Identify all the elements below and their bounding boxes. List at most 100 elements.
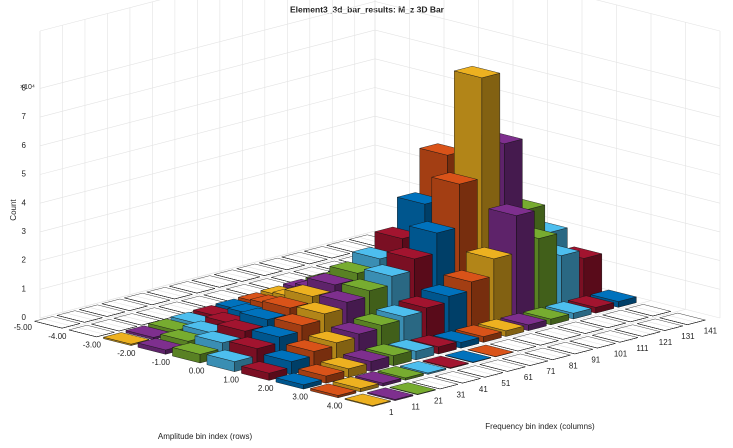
bar-top <box>79 304 126 317</box>
y-tick-label: 131 <box>681 332 695 341</box>
y-tick-label: 71 <box>546 367 555 376</box>
z-tick-label: 1 <box>22 284 27 293</box>
grid-line <box>39 173 376 261</box>
z-tick-label: 5 <box>22 170 27 179</box>
bar-top <box>124 292 171 306</box>
y-tick-label: 31 <box>456 391 465 400</box>
z-tick-label: 7 <box>22 112 27 121</box>
bar-top <box>172 342 219 355</box>
z-tick-label: 4 <box>22 198 27 207</box>
y-tick-label: 81 <box>569 361 578 370</box>
y-tick-label: 61 <box>524 373 533 382</box>
bar-top <box>229 336 276 349</box>
y-tick-label: 51 <box>501 379 510 388</box>
bar-top <box>568 295 614 308</box>
x-tick-label: 0.00 <box>189 367 205 376</box>
bar-top <box>91 319 138 332</box>
bar-top <box>377 366 424 379</box>
bar-top <box>409 221 455 234</box>
bar-top <box>217 319 264 332</box>
grid-line <box>39 230 376 319</box>
bar-top <box>169 281 215 294</box>
bar-top <box>341 278 388 291</box>
bar-top <box>659 312 706 325</box>
grid-line <box>39 202 376 290</box>
z-axis-label: Count <box>9 199 18 221</box>
bar-top <box>431 172 478 185</box>
bar-top <box>457 365 504 378</box>
bar-top <box>263 349 310 362</box>
bar-side <box>493 253 513 323</box>
bar-top <box>580 315 626 328</box>
grid-line <box>39 115 376 204</box>
y-tick-label: 91 <box>591 356 600 365</box>
bar-top <box>367 387 414 400</box>
bar-top <box>251 325 298 338</box>
bar-top <box>454 65 500 79</box>
bar-top <box>206 349 253 362</box>
bar-top <box>332 376 379 389</box>
bar-top <box>275 372 322 385</box>
grid-line <box>39 58 376 147</box>
x-tick-label: -2.00 <box>117 349 136 358</box>
z-tick-label: 0 <box>22 313 27 322</box>
y-tick-label: 101 <box>614 350 628 359</box>
bar-side <box>516 210 535 317</box>
bar-top <box>434 371 481 384</box>
x-tick-label: 1.00 <box>223 375 239 384</box>
bar-top <box>355 371 402 384</box>
bar-top <box>466 246 512 260</box>
bar-top <box>310 383 357 396</box>
bar-top <box>319 290 366 303</box>
bar-top <box>421 284 467 297</box>
bar-top <box>214 269 260 282</box>
bar-top <box>101 298 148 311</box>
grid-line <box>39 144 376 233</box>
grid-line <box>39 87 376 175</box>
bar-top <box>194 330 241 343</box>
z-exponent: ×10⁴ <box>20 84 35 91</box>
bar-top <box>455 324 502 337</box>
x-axis-label: Amplitude bin index (rows) <box>158 432 253 441</box>
box-edge <box>595 0 721 32</box>
bar-top <box>344 393 391 406</box>
bar-top <box>308 330 355 343</box>
bar-top <box>376 304 422 317</box>
bar-top <box>445 350 491 363</box>
bar-top <box>524 347 571 360</box>
bar-top <box>239 307 286 320</box>
bar-top <box>490 339 536 352</box>
bar-top <box>236 263 283 276</box>
bar-top <box>523 307 569 320</box>
bar-top <box>304 246 350 259</box>
bar-top <box>398 296 445 309</box>
x-tick-label: -1.00 <box>152 358 171 367</box>
bar-top <box>479 359 526 372</box>
z-tick-label: 6 <box>22 141 27 150</box>
bar-side <box>471 276 490 329</box>
y-tick-label: 41 <box>479 385 488 394</box>
bar-top <box>103 332 150 345</box>
bar-top <box>500 313 547 326</box>
bar-top <box>389 382 436 395</box>
bar-top <box>68 325 115 338</box>
bar-top <box>602 310 649 323</box>
bar-top <box>467 344 514 357</box>
bar-top <box>422 355 469 368</box>
bar-top <box>614 324 661 337</box>
bar-top <box>274 313 321 326</box>
bar-top <box>502 353 548 366</box>
bar-top <box>296 302 343 315</box>
bar-top <box>259 257 305 270</box>
bar-top <box>331 322 378 335</box>
bar-top <box>241 361 288 374</box>
bar-top <box>191 275 238 288</box>
bar-top <box>262 296 309 309</box>
bar-top <box>410 335 457 348</box>
bar-top <box>412 377 459 390</box>
x-tick-label: 3.00 <box>292 393 308 402</box>
chart-title: Element3_3d_bar_results: M_z 3D Bar <box>290 4 445 14</box>
bar-top <box>364 264 410 277</box>
bar-top <box>343 349 390 362</box>
